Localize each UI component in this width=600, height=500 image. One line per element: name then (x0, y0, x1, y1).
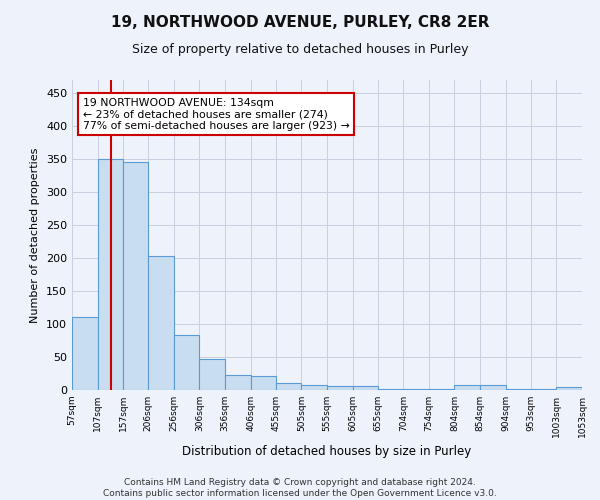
X-axis label: Distribution of detached houses by size in Purley: Distribution of detached houses by size … (182, 446, 472, 458)
Bar (148, 256, 174, 390)
Bar (556, 388, 582, 390)
Bar (276, 384, 301, 390)
Text: Size of property relative to detached houses in Purley: Size of property relative to detached ho… (132, 42, 468, 56)
Bar (454, 386, 480, 390)
Bar (301, 386, 327, 390)
Bar (98, 159, 123, 390)
Bar (72, 318, 98, 390)
Bar (353, 386, 378, 390)
Bar (480, 386, 506, 390)
Bar (225, 375, 251, 390)
Bar (199, 359, 225, 390)
Bar (251, 376, 276, 390)
Text: Contains HM Land Registry data © Crown copyright and database right 2024.
Contai: Contains HM Land Registry data © Crown c… (103, 478, 497, 498)
Bar (174, 336, 199, 390)
Y-axis label: Number of detached properties: Number of detached properties (31, 148, 40, 322)
Bar (123, 162, 148, 390)
Bar (327, 386, 353, 390)
Text: 19 NORTHWOOD AVENUE: 134sqm
← 23% of detached houses are smaller (274)
77% of se: 19 NORTHWOOD AVENUE: 134sqm ← 23% of det… (83, 98, 350, 131)
Text: 19, NORTHWOOD AVENUE, PURLEY, CR8 2ER: 19, NORTHWOOD AVENUE, PURLEY, CR8 2ER (111, 15, 489, 30)
